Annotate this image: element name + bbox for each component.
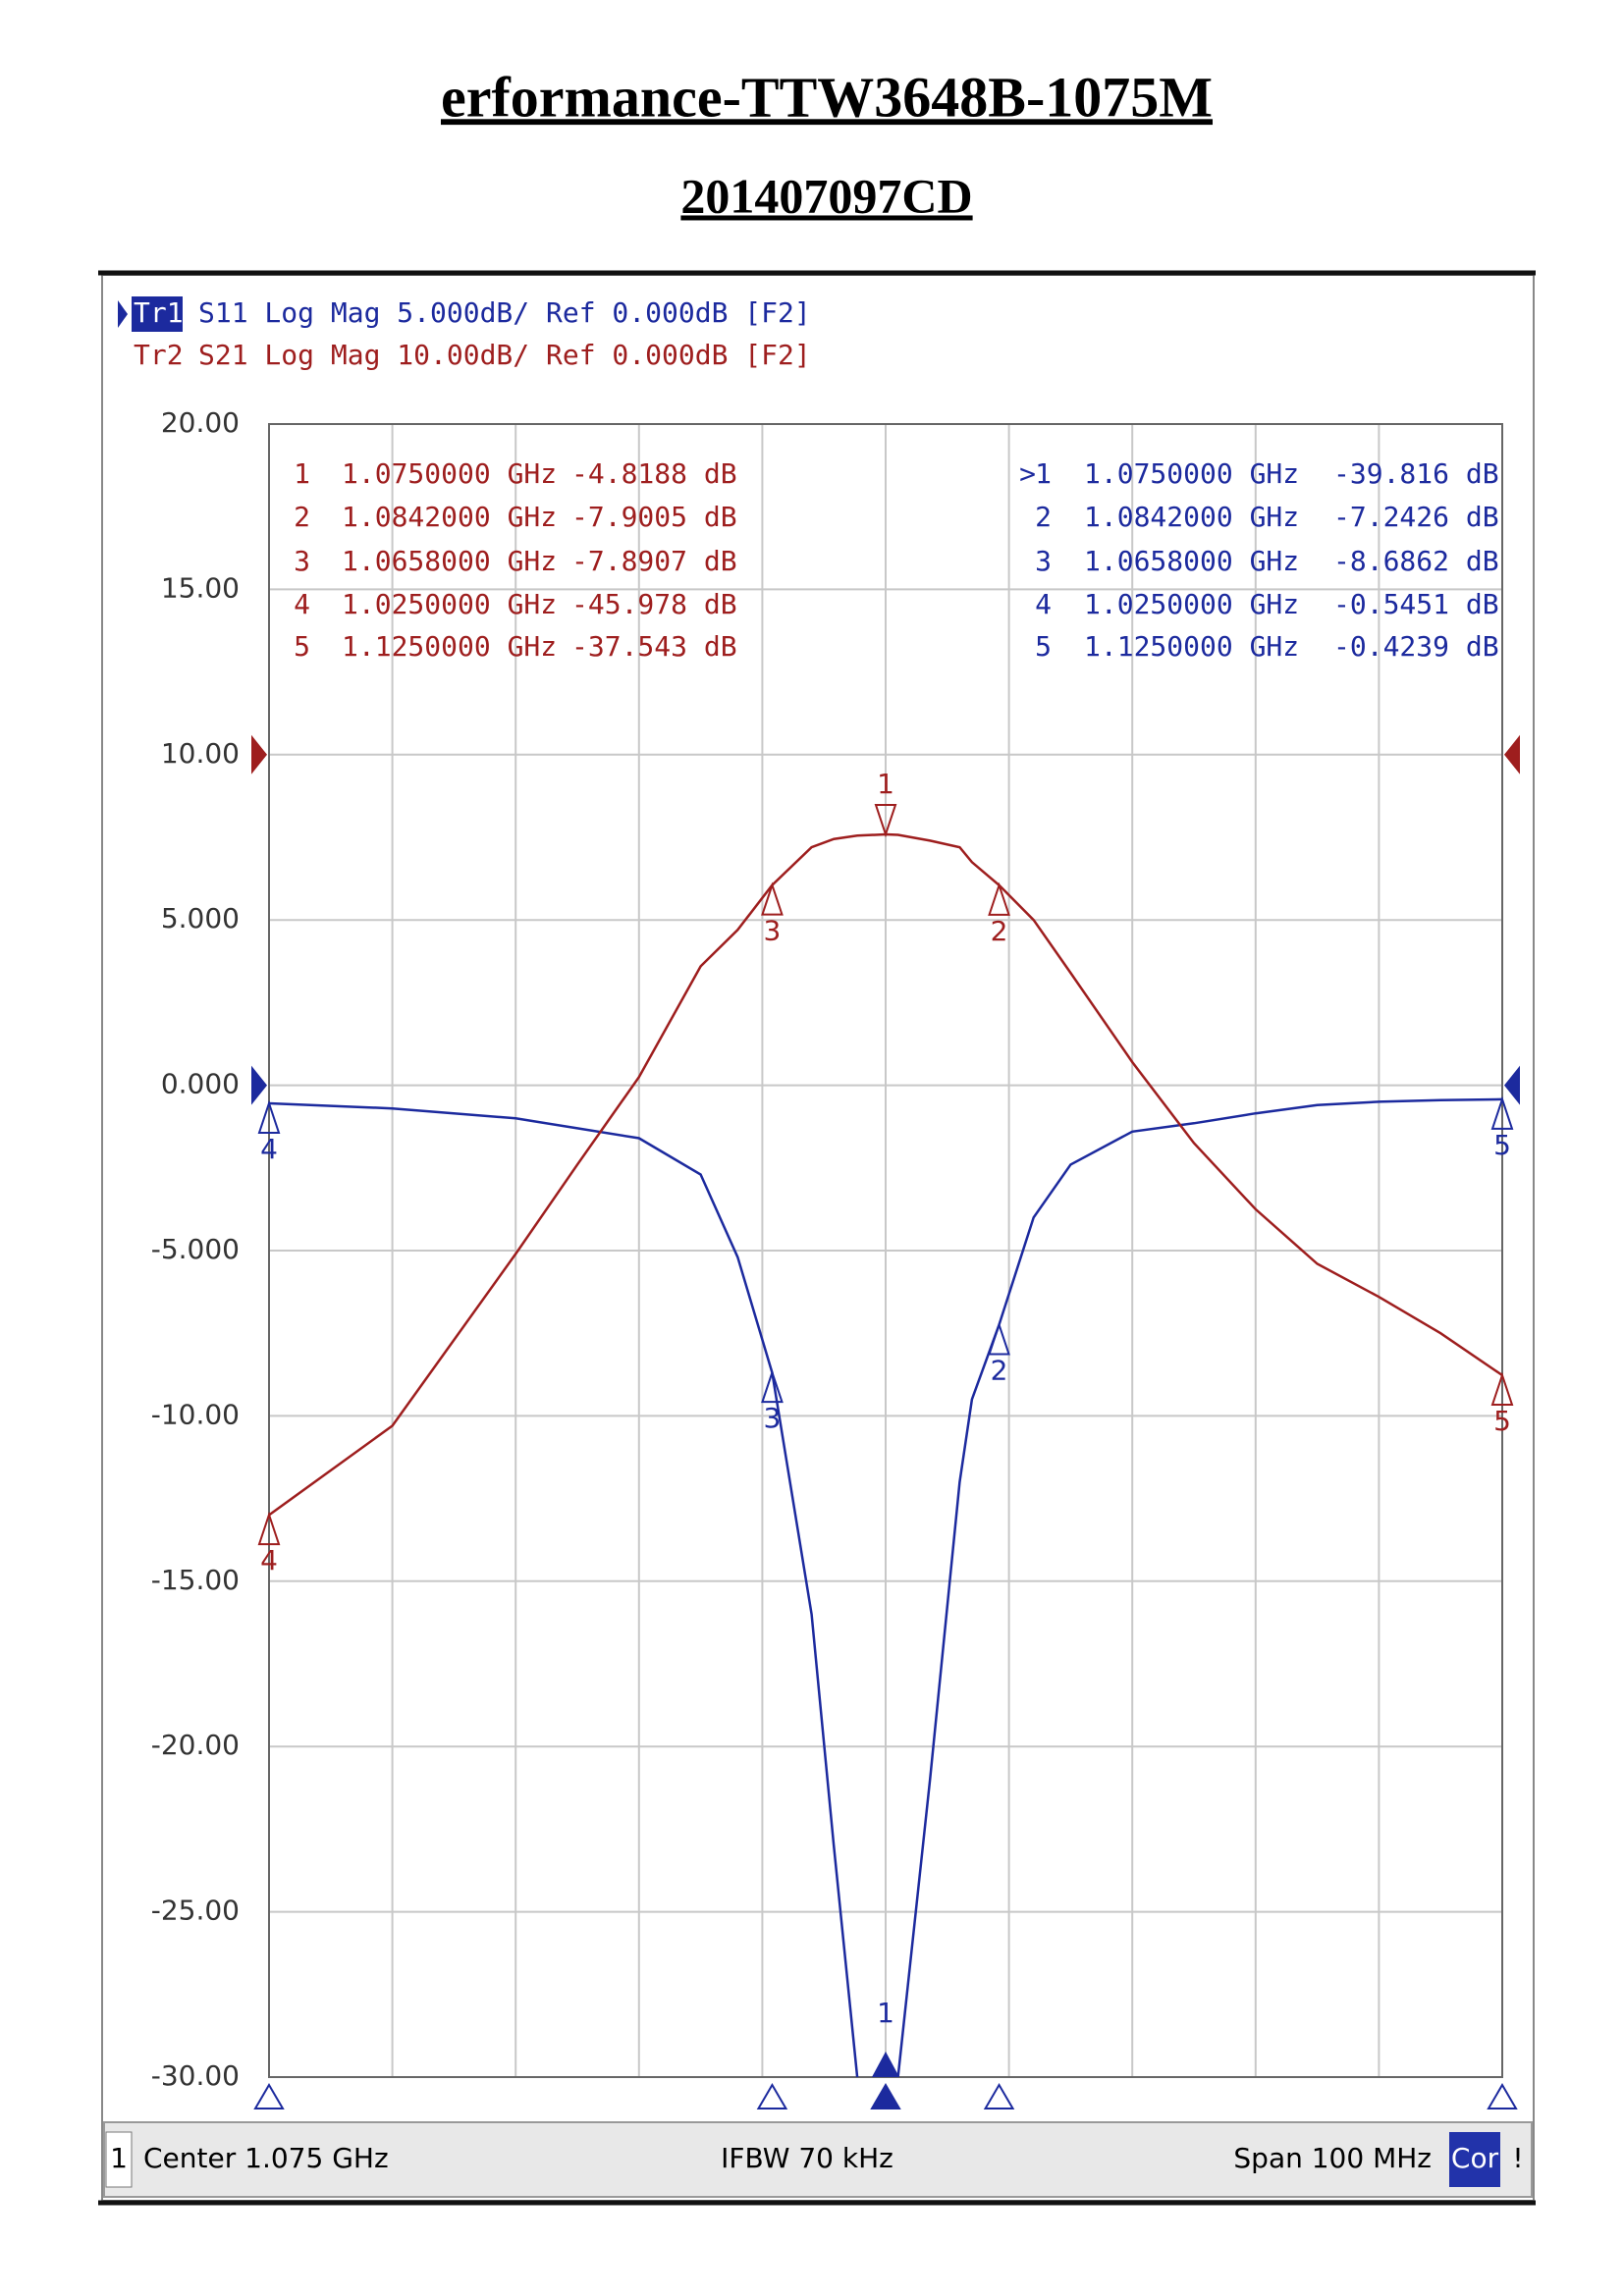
marker-table-value: -4.8188 dB bbox=[571, 457, 737, 490]
center: Center 1.075 GHz bbox=[143, 2142, 389, 2174]
y-tick-label: 0.000 bbox=[161, 1068, 240, 1100]
marker-number: 1 bbox=[877, 1997, 894, 2029]
instrument-frame bbox=[101, 274, 1535, 2202]
ref-marker-right bbox=[1504, 1065, 1520, 1105]
marker-table-value: -8.6862 dB bbox=[1333, 545, 1499, 577]
stimulus-marker bbox=[870, 2083, 901, 2109]
marker-table-name: 1 bbox=[1035, 457, 1052, 490]
y-tick-label: -5.000 bbox=[151, 1233, 240, 1265]
marker-table-value: -37.543 dB bbox=[571, 630, 737, 663]
marker-table-freq: 1.0842000 GHz bbox=[342, 501, 557, 533]
marker-table-name: 2 bbox=[1035, 501, 1052, 533]
ifbw: IFBW 70 kHz bbox=[721, 2142, 893, 2174]
marker-table-freq: 1.0842000 GHz bbox=[1084, 501, 1299, 533]
marker-table-freq: 1.1250000 GHz bbox=[1084, 630, 1299, 663]
cor-box bbox=[1449, 2132, 1500, 2187]
marker bbox=[874, 803, 897, 838]
marker-table-freq: 1.0658000 GHz bbox=[342, 545, 557, 577]
status-bar bbox=[103, 2121, 1533, 2198]
alert: ! bbox=[1512, 2142, 1523, 2174]
stimulus-marker bbox=[756, 2083, 788, 2109]
stimulus-marker bbox=[253, 2083, 285, 2109]
marker-number: 5 bbox=[1493, 1405, 1511, 1437]
marker-table-name: 4 bbox=[1035, 588, 1052, 620]
stimulus-marker bbox=[1487, 2083, 1518, 2109]
marker-table-freq: 1.0750000 GHz bbox=[1084, 457, 1299, 490]
marker-table-name: 5 bbox=[294, 630, 310, 663]
marker-table-value: -7.2426 dB bbox=[1333, 501, 1499, 533]
marker bbox=[761, 1368, 784, 1404]
marker-table-name: 2 bbox=[294, 501, 310, 533]
marker-number: 4 bbox=[260, 1133, 278, 1165]
marker-number: 3 bbox=[764, 1402, 782, 1434]
marker-table-name: 3 bbox=[1035, 545, 1052, 577]
marker-table-freq: 1.1250000 GHz bbox=[342, 630, 557, 663]
channel: 1 bbox=[110, 2142, 128, 2174]
marker-table-value: -39.816 dB bbox=[1333, 457, 1499, 490]
marker-table-value: -0.4239 dB bbox=[1333, 630, 1499, 663]
ref-marker-left bbox=[251, 1065, 267, 1105]
y-tick-label: 20.00 bbox=[161, 406, 240, 439]
y-tick-label: -30.00 bbox=[151, 2059, 240, 2092]
y-tick-label: -25.00 bbox=[151, 1895, 240, 1927]
ref-marker-left bbox=[251, 734, 267, 774]
marker bbox=[1490, 1095, 1514, 1130]
channel-box bbox=[105, 2131, 133, 2188]
trace-setting: S11 Log Mag 5.000dB/ Ref 0.000dB [F2] bbox=[198, 296, 811, 329]
y-tick-label: 15.00 bbox=[161, 571, 240, 604]
trace-setting: S21 Log Mag 10.00dB/ Ref 0.000dB [F2] bbox=[198, 339, 811, 371]
y-tick-label: -10.00 bbox=[151, 1398, 240, 1430]
marker-table-freq: 1.0250000 GHz bbox=[1084, 588, 1299, 620]
marker-number: 2 bbox=[991, 1355, 1008, 1387]
marker-table-name: 4 bbox=[294, 588, 310, 620]
stimulus-marker bbox=[983, 2083, 1015, 2109]
y-tick-label: 10.00 bbox=[161, 737, 240, 770]
cor: Cor bbox=[1451, 2142, 1499, 2174]
span: Span 100 MHz bbox=[1233, 2142, 1432, 2174]
marker bbox=[761, 881, 784, 916]
marker-table-value: -0.5451 dB bbox=[1333, 588, 1499, 620]
active-indicator bbox=[118, 300, 128, 328]
marker-number: 5 bbox=[1493, 1129, 1511, 1161]
marker bbox=[1490, 1371, 1514, 1407]
marker bbox=[257, 1099, 281, 1134]
trace bbox=[269, 1097, 1502, 2077]
marker bbox=[988, 1321, 1010, 1356]
page-subtitle: 201407097CD bbox=[680, 168, 972, 223]
y-tick-label: -15.00 bbox=[151, 1564, 240, 1596]
marker-table-value: -7.8907 dB bbox=[571, 545, 737, 577]
marker-table-name: 3 bbox=[294, 545, 310, 577]
marker-table-name: 5 bbox=[1035, 630, 1052, 663]
trace bbox=[269, 832, 1502, 1517]
y-tick-label: -20.00 bbox=[151, 1729, 240, 1761]
marker-number: 4 bbox=[260, 1544, 278, 1576]
marker-table-value: -45.978 dB bbox=[571, 588, 737, 620]
marker-table-name: 1 bbox=[294, 457, 310, 490]
marker bbox=[872, 2052, 899, 2077]
marker-table-freq: 1.0658000 GHz bbox=[1084, 545, 1299, 577]
marker-table-value: -7.9005 dB bbox=[571, 501, 737, 533]
active-symbol: > bbox=[1019, 457, 1036, 490]
marker bbox=[257, 1511, 281, 1546]
y-tick-label: 5.000 bbox=[161, 902, 240, 934]
marker-table-freq: 1.0250000 GHz bbox=[342, 588, 557, 620]
trace-name: Tr2 bbox=[134, 339, 184, 371]
marker-number: 3 bbox=[764, 915, 782, 947]
marker bbox=[988, 881, 1010, 916]
marker-number: 2 bbox=[991, 915, 1008, 947]
trace-name: Tr1 bbox=[134, 296, 184, 329]
marker-table-freq: 1.0750000 GHz bbox=[342, 457, 557, 490]
trace-name-box bbox=[132, 296, 183, 332]
ref-marker-right bbox=[1504, 734, 1520, 774]
marker-number: 1 bbox=[877, 768, 894, 800]
page-title: erformance-TTW3648B-1075M bbox=[441, 65, 1213, 129]
